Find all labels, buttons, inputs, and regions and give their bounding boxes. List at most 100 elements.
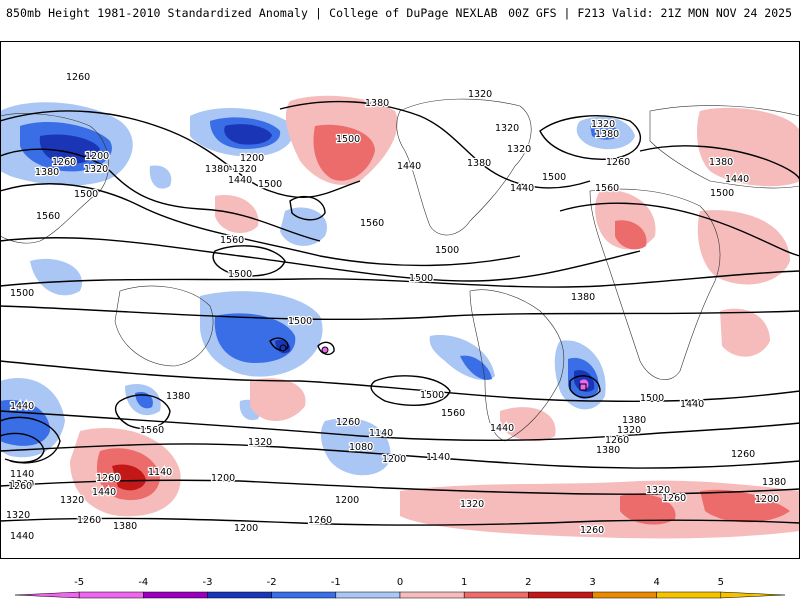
colorbar-tick-label: 0 <box>397 577 403 588</box>
colorbar-swatch <box>335 591 401 599</box>
colorbar-swatch <box>528 591 593 599</box>
contour-label: 1140 <box>369 428 393 439</box>
contour-label: 1260 <box>52 157 76 168</box>
colorbar-swatch <box>78 591 144 599</box>
neg-anomaly-light <box>280 207 327 246</box>
contour-label: 1380 <box>762 477 786 488</box>
contour-label: 1260 <box>662 493 686 504</box>
contour-line <box>370 375 451 406</box>
pos-anomaly-mid <box>313 124 375 181</box>
height-contours <box>0 100 800 526</box>
contour-label: 1440 <box>92 487 116 498</box>
contour-label: 1560 <box>36 211 60 222</box>
contour-label: 1320 <box>507 144 531 155</box>
contour-label: 1440 <box>510 183 534 194</box>
contour-label: 1380 <box>622 415 646 426</box>
contour-label: 1560 <box>595 183 619 194</box>
contour-label: 1500 <box>420 390 444 401</box>
contour-label: 1500 <box>74 189 98 200</box>
contour-label: 1380 <box>365 98 389 109</box>
contour-label: 1380 <box>35 167 59 178</box>
contour-label: 1260 <box>66 72 90 83</box>
contour-line <box>0 305 800 321</box>
contour-label: 1260 <box>8 481 32 492</box>
contour-label: 1440 <box>10 401 34 412</box>
contour-line <box>269 337 289 352</box>
colorbar-swatch <box>656 591 722 599</box>
colorbar-tick-label: -2 <box>267 577 277 588</box>
contour-label: 1440 <box>725 174 749 185</box>
contour-label: 1200 <box>755 494 779 505</box>
contour-line <box>0 432 45 463</box>
neg-anomaly-light <box>320 417 391 476</box>
pos-anomaly-strong <box>112 464 146 491</box>
colorbar-tick-label: 2 <box>525 577 531 588</box>
contour-label: 1320 <box>60 495 84 506</box>
contour-label: 1500 <box>435 245 459 256</box>
pos-anomaly-light <box>697 107 800 187</box>
pos-anomaly-light <box>250 378 306 421</box>
contour-label: 1320 <box>646 485 670 496</box>
contour-label: 1380 <box>709 157 733 168</box>
anomaly-map[interactable]: 1260 1380 1320 1200 1260 1320 1380 1500 … <box>0 41 800 559</box>
pos-anomaly-mid <box>620 493 676 525</box>
contour-label: 1500 <box>640 393 664 404</box>
contour-label: 1440 <box>397 161 421 172</box>
contour-label: 1260 <box>731 449 755 460</box>
contour-label: 1200 <box>234 523 258 534</box>
colorbar-arrow-high <box>720 591 786 599</box>
colorbar-swatches <box>14 591 786 599</box>
colorbar-arrow-low <box>14 591 80 599</box>
colorbar-tick-label: 4 <box>653 577 659 588</box>
pos-anomaly-light <box>697 210 790 285</box>
colorbar-tick-label: -3 <box>203 577 213 588</box>
colorbar-tick-label: -4 <box>138 577 148 588</box>
contour-label: 1260 <box>308 515 332 526</box>
contour-label: 1440 <box>10 531 34 542</box>
contour-label: 1560 <box>140 425 164 436</box>
contour-line <box>212 245 286 277</box>
colorbar-svg: -5 -4 -3 -2 -1 0 1 2 3 4 5 <box>14 577 786 599</box>
pos-anomaly-light <box>720 308 770 357</box>
south-america-outline <box>469 289 565 442</box>
low-center-marker <box>279 344 287 352</box>
contour-label: 1200 <box>240 153 264 164</box>
contour-line <box>114 394 171 430</box>
australia-outline <box>114 285 214 367</box>
contour-line <box>559 202 800 257</box>
colorbar-ticks: -5 -4 -3 -2 -1 0 1 2 3 4 5 <box>74 577 724 588</box>
contour-label: 1500 <box>258 179 282 190</box>
contour-label: 1260 <box>96 473 120 484</box>
contour-line <box>0 148 321 242</box>
contour-label: 1140 <box>10 469 34 480</box>
pos-anomaly-mid <box>700 489 790 523</box>
contour-label: 1500 <box>228 269 252 280</box>
neg-anomaly-light <box>30 258 82 296</box>
contour-label: 1200 <box>211 473 235 484</box>
colorbar-swatch <box>207 591 272 599</box>
contour-line <box>0 237 641 282</box>
neg-anomaly-mid <box>214 313 296 363</box>
contour-label: 1140 <box>426 452 450 463</box>
contour-label: 1500 <box>409 273 433 284</box>
contour-label: 1440 <box>680 399 704 410</box>
neg-anomaly-light <box>149 165 172 189</box>
colorbar-swatch <box>592 591 657 599</box>
contour-label: 1500 <box>288 316 312 327</box>
contour-labels: 1260 1380 1320 1200 1260 1320 1380 1500 … <box>5 71 788 544</box>
low-center-marker <box>579 383 587 391</box>
contour-label: 1500 <box>710 188 734 199</box>
contour-line <box>569 375 601 399</box>
contour-label: 1560 <box>360 218 384 229</box>
contour-label: 1200 <box>382 454 406 465</box>
contour-label: 1560 <box>220 235 244 246</box>
contour-line <box>0 410 800 441</box>
contour-line <box>0 517 800 526</box>
contour-label: 1200 <box>85 151 109 162</box>
contour-label: 1320 <box>460 499 484 510</box>
contour-label: 1380 <box>467 158 491 169</box>
low-centers <box>279 344 587 391</box>
contour-label: 1320 <box>248 437 272 448</box>
coastlines <box>0 98 800 442</box>
contour-label: 1380 <box>571 292 595 303</box>
